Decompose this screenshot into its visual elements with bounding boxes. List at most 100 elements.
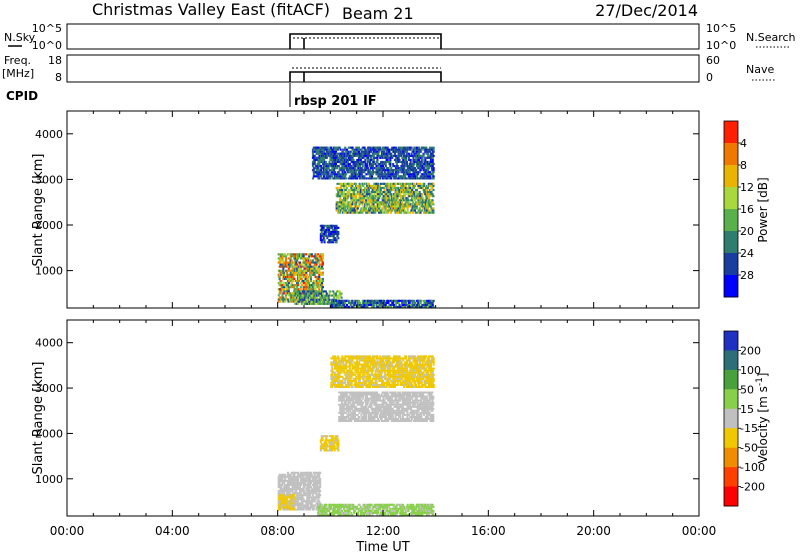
range-time-cell <box>385 505 388 508</box>
range-time-cell <box>328 160 331 163</box>
range-time-cell <box>305 271 308 274</box>
range-time-cell <box>351 175 354 178</box>
range-time-cell <box>287 282 290 285</box>
range-time-cell <box>370 156 373 159</box>
range-time-cell <box>425 511 428 514</box>
range-time-cell <box>298 261 301 264</box>
range-time-cell <box>411 207 414 210</box>
range-time-cell <box>393 184 396 187</box>
range-time-cell <box>318 169 321 172</box>
range-time-cell <box>431 303 434 306</box>
range-time-cell <box>360 150 363 153</box>
range-time-cell <box>367 211 370 214</box>
range-time-cell <box>305 479 308 482</box>
range-time-cell <box>415 152 418 155</box>
range-time-cell <box>379 305 382 308</box>
range-time-cell <box>281 253 284 256</box>
cpid-label: CPID <box>6 89 38 103</box>
range-time-cell <box>296 286 299 289</box>
range-time-cell <box>279 292 282 295</box>
range-time-cell <box>332 163 335 166</box>
range-time-cell <box>418 191 421 194</box>
range-time-cell <box>309 277 312 280</box>
range-time-cell <box>316 292 319 295</box>
range-time-cell <box>410 146 413 149</box>
range-time-cell <box>341 209 344 212</box>
range-time-cell <box>291 492 294 495</box>
range-time-cell <box>325 233 328 236</box>
range-time-cell <box>283 288 286 291</box>
range-time-cell <box>286 261 289 264</box>
range-time-cell <box>339 173 342 176</box>
range-time-cell <box>430 146 433 149</box>
y-tick-label: 1000 <box>35 265 63 278</box>
range-time-cell <box>431 156 434 159</box>
range-time-cell <box>368 209 371 212</box>
range-time-cell <box>375 165 378 168</box>
range-time-cell <box>392 148 395 151</box>
range-time-cell <box>341 160 344 163</box>
range-time-cell <box>352 409 355 412</box>
range-time-cell <box>370 146 373 149</box>
range-time-cell <box>351 171 354 174</box>
range-time-cell <box>385 203 388 206</box>
range-time-cell <box>340 503 343 506</box>
range-time-cell <box>412 165 415 168</box>
range-time-cell <box>284 475 287 478</box>
range-time-cell <box>331 511 334 514</box>
range-time-cell <box>404 184 407 187</box>
range-time-cell <box>405 177 408 180</box>
range-time-cell <box>339 167 342 170</box>
range-time-cell <box>293 255 296 258</box>
range-time-cell <box>395 160 398 163</box>
range-time-cell <box>349 391 352 394</box>
range-time-cell <box>395 163 398 166</box>
range-time-cell <box>425 209 428 212</box>
range-time-cell <box>280 280 283 283</box>
range-time-cell <box>306 473 309 476</box>
range-time-cell <box>333 169 336 172</box>
range-time-cell <box>390 209 393 212</box>
range-time-cell <box>342 391 345 394</box>
range-time-cell <box>305 506 308 509</box>
range-time-cell <box>332 514 335 516</box>
range-time-cell <box>379 186 382 189</box>
range-time-cell <box>417 505 420 508</box>
range-time-cell <box>353 163 356 166</box>
range-time-cell <box>398 191 401 194</box>
range-time-cell <box>319 158 322 161</box>
range-time-cell <box>298 506 301 509</box>
range-time-cell <box>379 163 382 166</box>
range-time-cell <box>421 205 424 208</box>
range-time-cell <box>307 263 310 266</box>
range-time-cell <box>431 165 434 168</box>
range-time-cell <box>429 205 432 208</box>
range-time-cell <box>283 286 286 289</box>
range-time-cell <box>387 211 390 214</box>
range-time-cell <box>301 284 304 287</box>
range-time-cell <box>422 305 425 308</box>
range-time-cell <box>390 186 393 189</box>
range-time-cell <box>417 158 420 161</box>
range-time-cell <box>370 203 373 206</box>
range-time-cell <box>344 189 347 192</box>
range-time-cell <box>331 301 334 304</box>
range-time-cell <box>372 203 375 206</box>
range-time-cell <box>341 182 344 185</box>
range-time-cell <box>396 197 399 200</box>
range-time-cell <box>330 158 333 161</box>
range-time-cell <box>379 146 382 149</box>
range-time-cell <box>353 171 356 174</box>
range-time-cell <box>329 290 332 293</box>
range-time-cell <box>286 286 289 289</box>
range-time-cell <box>411 154 414 157</box>
range-time-cell <box>290 504 293 507</box>
range-time-cell <box>390 207 393 210</box>
range-time-cell <box>298 490 301 493</box>
range-time-cell <box>370 177 373 180</box>
range-time-cell <box>378 303 381 306</box>
range-time-cell <box>351 173 354 176</box>
range-time-cell <box>378 184 381 187</box>
range-time-cell <box>347 511 350 514</box>
range-time-cell <box>299 292 302 295</box>
